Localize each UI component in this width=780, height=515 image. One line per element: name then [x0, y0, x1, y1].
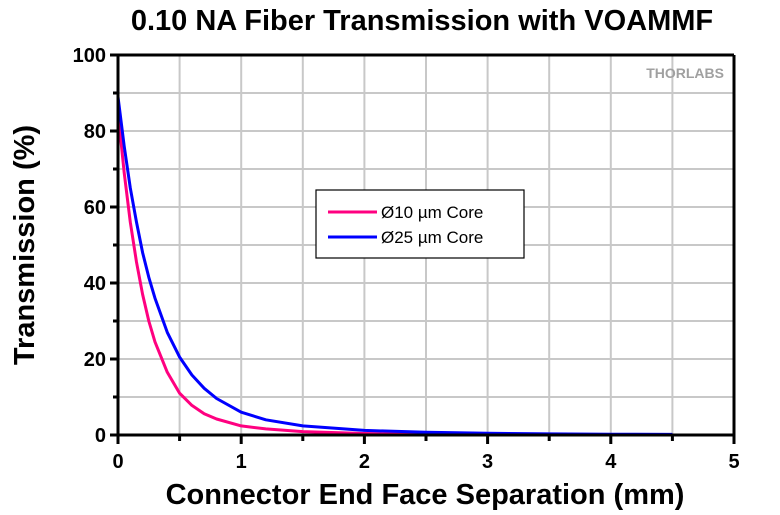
x-tick-label: 1 [236, 451, 247, 473]
y-tick-label: 40 [84, 273, 106, 295]
x-tick-label: 4 [605, 451, 617, 473]
x-tick-label: 0 [112, 451, 123, 473]
x-tick-label: 2 [359, 451, 370, 473]
thorlabs-watermark: THORLABS [646, 65, 724, 81]
legend-label-25um: Ø25 µm Core [381, 228, 483, 247]
x-tick-label: 3 [482, 451, 493, 473]
legend: Ø10 µm Core Ø25 µm Core [315, 189, 525, 259]
legend-box [315, 189, 525, 259]
y-tick-label: 80 [84, 121, 106, 143]
series-line-25um [116, 96, 673, 436]
series-line-10um [116, 111, 497, 437]
watermark-text: THORLABS [646, 65, 724, 81]
y-tick-label: 100 [73, 45, 106, 67]
y-tick-label: 60 [84, 197, 106, 219]
chart-title: 0.10 NA Fiber Transmission with VOAMMF [131, 5, 713, 37]
x-tick-label: 5 [728, 451, 739, 473]
y-axis-label: Transmission (%) [9, 125, 41, 365]
x-axis-label: Connector End Face Separation (mm) [166, 479, 685, 511]
y-tick-label: 0 [95, 425, 106, 447]
y-tick-label: 20 [84, 349, 106, 371]
series-group [116, 96, 673, 437]
legend-label-10um: Ø10 µm Core [381, 203, 483, 222]
ticks: 0 1 2 3 4 5 0 20 40 60 80 100 [73, 45, 740, 473]
